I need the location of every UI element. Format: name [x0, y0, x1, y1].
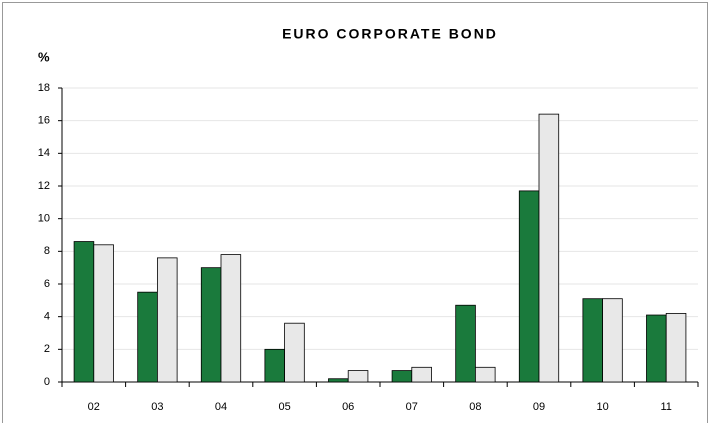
x-tick-label: 04	[215, 401, 227, 413]
bar	[538, 113, 560, 383]
x-tick-label: 07	[406, 401, 418, 413]
y-tick-label: 2	[44, 343, 50, 355]
bar	[455, 304, 476, 383]
bar	[411, 366, 432, 383]
bar	[200, 267, 222, 383]
y-tick-label: 6	[44, 278, 50, 290]
bar	[474, 366, 496, 383]
bar	[328, 378, 349, 383]
x-tick-label: 08	[469, 401, 481, 413]
bar	[220, 254, 242, 383]
bar	[137, 291, 158, 383]
bar	[665, 312, 687, 383]
bar	[284, 322, 305, 383]
y-tick-label: 12	[38, 180, 50, 192]
bar	[646, 314, 667, 383]
bar	[518, 190, 540, 383]
bar	[73, 241, 95, 383]
x-tick-label: 02	[88, 401, 100, 413]
bar	[391, 370, 413, 383]
y-tick-label: 4	[44, 311, 50, 323]
x-tick-label: 11	[660, 401, 671, 413]
bar	[93, 244, 114, 383]
y-tick-label: 16	[38, 115, 50, 127]
y-tick-label: 14	[38, 147, 50, 159]
bar	[582, 298, 603, 383]
x-tick-label: 06	[342, 401, 354, 413]
y-tick-label: 8	[44, 245, 50, 257]
bar	[264, 348, 286, 383]
y-tick-label: 10	[38, 213, 50, 225]
y-axis-label: %	[38, 49, 50, 64]
x-tick-label: 10	[596, 401, 608, 413]
bar	[602, 298, 623, 383]
chart-title: EURO CORPORATE BOND	[282, 26, 498, 42]
y-tick-label: 18	[38, 82, 50, 94]
x-tick-label: 05	[278, 401, 290, 413]
bar	[156, 257, 178, 383]
x-tick-label: 03	[151, 401, 163, 413]
y-tick-label: 0	[44, 376, 50, 388]
bar	[347, 370, 369, 383]
x-tick-label: 09	[533, 401, 545, 413]
